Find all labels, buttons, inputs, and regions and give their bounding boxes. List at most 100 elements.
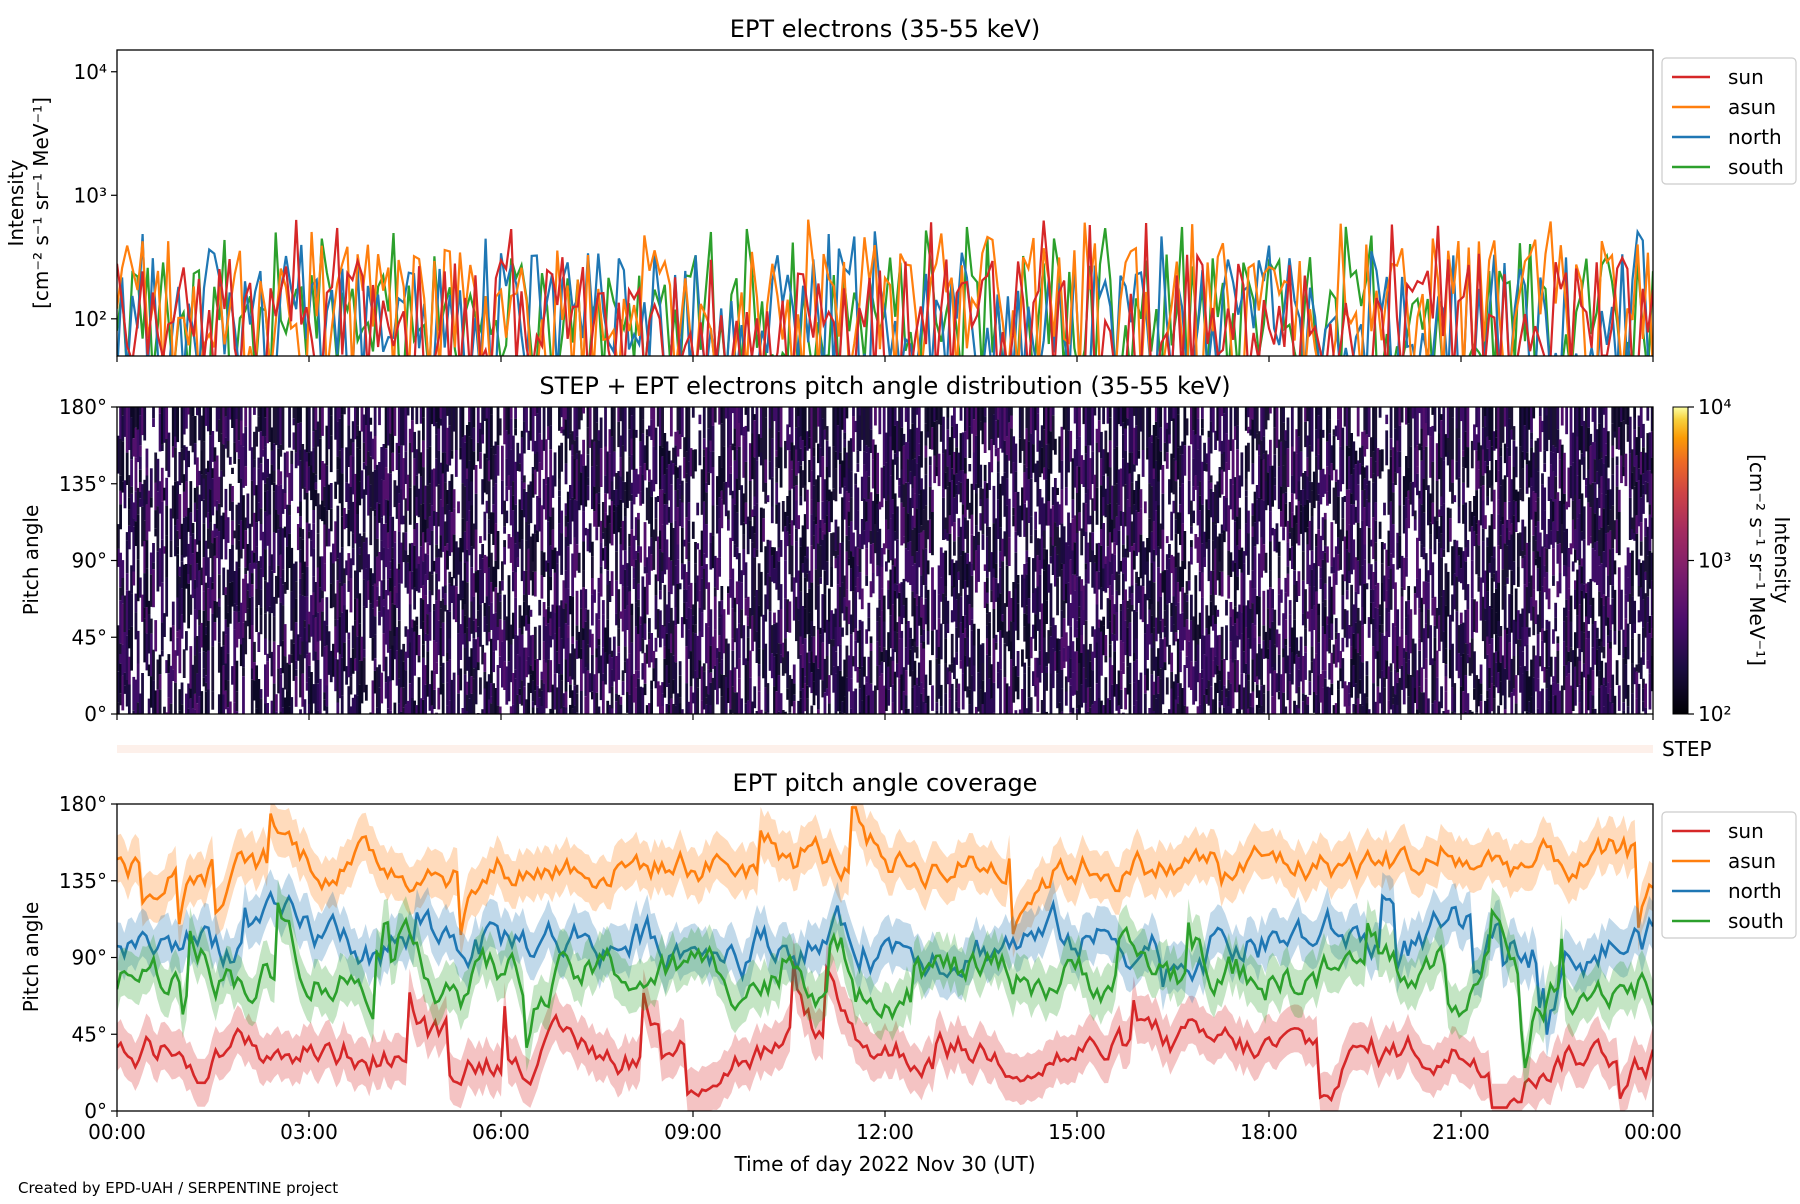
heatmap-cell xyxy=(1067,407,1070,430)
heatmap-cell xyxy=(207,690,210,715)
heatmap-cell xyxy=(1245,479,1248,491)
heatmap-cell xyxy=(900,631,903,638)
heatmap-cell xyxy=(1407,586,1410,600)
heatmap-cell xyxy=(1216,610,1219,617)
heatmap-cell xyxy=(418,635,421,656)
heatmap-cell xyxy=(999,698,1002,714)
heatmap-cell xyxy=(1366,583,1369,589)
heatmap-cell xyxy=(694,624,697,633)
heatmap-cell xyxy=(1045,673,1048,691)
heatmap-cell xyxy=(139,446,142,457)
heatmap-cell xyxy=(984,423,987,454)
heatmap-cell xyxy=(688,502,691,520)
heatmap-cell xyxy=(602,681,605,714)
heatmap-cell xyxy=(795,528,798,541)
heatmap-cell xyxy=(1078,512,1081,530)
heatmap-cell xyxy=(1186,418,1189,435)
heatmap-cell xyxy=(788,601,791,632)
heatmap-cell xyxy=(343,407,346,414)
heatmap-cell xyxy=(242,667,245,676)
heatmap-cell xyxy=(165,535,168,578)
heatmap-cell xyxy=(944,586,947,596)
heatmap-cell xyxy=(514,598,517,635)
heatmap-cell xyxy=(176,407,179,442)
heatmap-cell xyxy=(1161,668,1164,705)
heatmap-cell xyxy=(1210,483,1213,489)
heatmap-cell xyxy=(490,407,493,414)
heatmap-cell xyxy=(1280,590,1283,603)
heatmap-cell xyxy=(330,407,333,415)
heatmap-cell xyxy=(1148,407,1151,437)
heatmap-cell xyxy=(514,573,517,598)
heatmap-cell xyxy=(503,547,506,565)
heatmap-cell xyxy=(993,683,996,713)
heatmap-cell xyxy=(806,698,809,714)
heatmap-cell xyxy=(165,578,168,617)
heatmap-cell xyxy=(582,440,585,466)
heatmap-cell xyxy=(957,708,960,714)
heatmap-cell xyxy=(582,511,585,541)
heatmap-cell xyxy=(1166,604,1169,647)
heatmap-cell xyxy=(1201,429,1204,436)
heatmap-cell xyxy=(982,643,985,663)
heatmap-cell xyxy=(1363,560,1366,584)
heatmap-cell xyxy=(767,683,770,694)
heatmap-cell xyxy=(762,518,765,542)
heatmap-cell xyxy=(1287,566,1290,574)
heatmap-cell xyxy=(600,566,603,574)
heatmap-cell xyxy=(817,709,820,714)
heatmap-cell xyxy=(560,674,563,681)
heatmap-cell xyxy=(982,663,985,680)
heatmap-cell xyxy=(391,453,394,471)
heatmap-cell xyxy=(692,522,695,539)
heatmap-cell xyxy=(1010,416,1013,429)
heatmap-cell xyxy=(604,493,607,512)
heatmap-cell xyxy=(988,623,991,656)
heatmap-cell xyxy=(1341,638,1344,652)
heatmap-cell xyxy=(475,494,478,530)
heatmap-cell xyxy=(598,639,601,646)
heatmap-cell xyxy=(1243,564,1246,606)
heatmap-cell xyxy=(604,407,607,447)
heatmap-cell xyxy=(244,466,247,486)
heatmap-cell xyxy=(813,626,816,637)
heatmap-cell xyxy=(453,508,456,534)
heatmap-cell xyxy=(1366,466,1369,476)
heatmap-cell xyxy=(1227,575,1230,598)
heatmap-cell xyxy=(565,692,568,708)
heatmap-cell xyxy=(705,492,708,524)
heatmap-cell xyxy=(1043,531,1046,549)
heatmap-cell xyxy=(692,407,695,418)
heatmap-cell xyxy=(977,532,980,545)
heatmap-cell xyxy=(646,436,649,471)
heatmap-cell xyxy=(619,697,622,705)
heatmap-cell xyxy=(1383,687,1386,714)
heatmap-cell xyxy=(1120,690,1123,709)
heatmap-cell xyxy=(497,445,500,475)
heatmap-cell xyxy=(1201,407,1204,419)
heatmap-cell xyxy=(712,506,715,536)
heatmap-cell xyxy=(130,627,133,671)
heatmap-cell xyxy=(139,456,142,470)
heatmap-cell xyxy=(677,560,680,584)
heatmap-cell xyxy=(940,624,943,660)
heatmap-cell xyxy=(1374,502,1377,520)
heatmap-cell xyxy=(591,556,594,578)
heatmap-cell xyxy=(922,641,925,648)
heatmap-cell xyxy=(793,684,796,695)
heatmap-cell xyxy=(696,543,699,549)
heatmap-cell xyxy=(499,418,502,435)
heatmap-cell xyxy=(530,610,533,617)
heatmap-cell xyxy=(1146,669,1149,691)
heatmap-cell xyxy=(1324,600,1327,607)
heatmap-cell xyxy=(1115,612,1118,641)
heatmap-cell xyxy=(1188,446,1191,481)
heatmap-cell xyxy=(330,483,333,509)
heatmap-cell xyxy=(927,590,930,631)
heatmap-cell xyxy=(843,440,846,447)
heatmap-cell xyxy=(321,599,324,612)
legend-label-north: north xyxy=(1728,125,1782,149)
ytick-label: 10³ xyxy=(74,183,107,207)
heatmap-cell xyxy=(374,635,377,658)
